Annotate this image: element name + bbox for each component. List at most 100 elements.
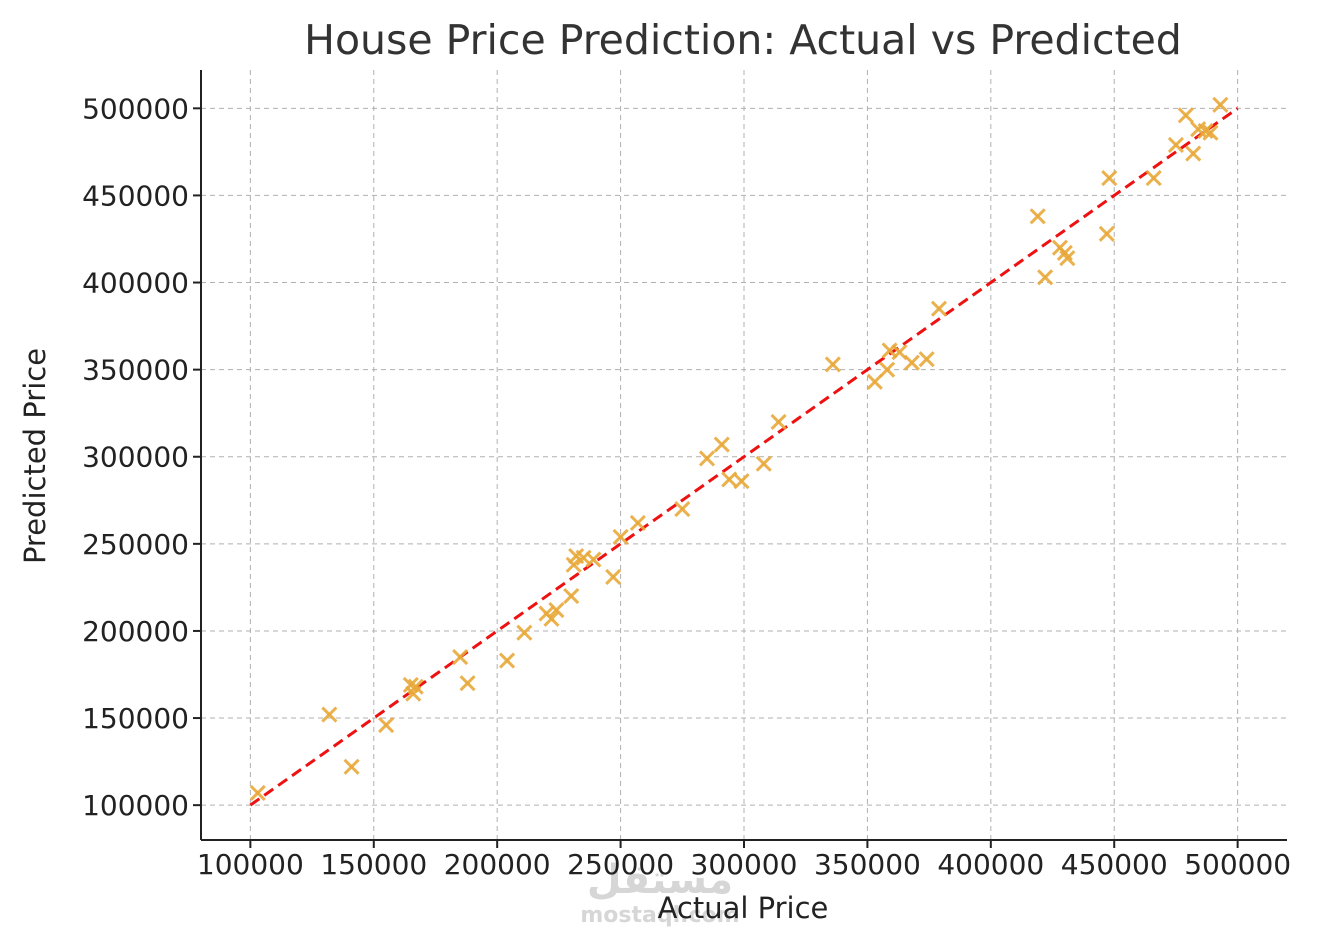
x-tick-label: 350000: [814, 848, 921, 881]
x-tick-label: 400000: [937, 848, 1044, 881]
data-point-stroke: [674, 500, 691, 518]
data-point-stroke: [629, 514, 646, 532]
chart-title: House Price Prediction: Actual vs Predic…: [304, 16, 1182, 64]
data-point-stroke: [755, 455, 772, 472]
x-axis-title: Actual Price: [658, 891, 829, 925]
ticks: 100000 150000 200000 250000 300000 350000 4000…: [82, 92, 1291, 881]
data-point-stroke: [563, 588, 580, 605]
data-point-stroke: [866, 373, 883, 390]
data-point: [674, 500, 691, 518]
data-point: [879, 361, 896, 378]
data-point: [903, 354, 920, 371]
y-tick-label: 200000: [82, 615, 189, 648]
y-tick-label: 100000: [82, 789, 189, 822]
data-point: [585, 551, 602, 568]
data-point: [1145, 169, 1162, 187]
data-point-stroke: [1197, 122, 1214, 140]
data-point: [1029, 208, 1046, 225]
data-point-stroke: [1167, 136, 1184, 153]
data-point-stroke: [891, 344, 908, 361]
data-point: [1202, 124, 1219, 141]
data-point: [605, 568, 622, 586]
data-point-stroke: [1037, 269, 1054, 286]
data-point-stroke: [568, 547, 585, 565]
data-point: [733, 473, 750, 490]
data-point: [629, 514, 646, 532]
data-point-stroke: [407, 678, 424, 695]
data-point-stroke: [452, 649, 469, 666]
data-point: [343, 758, 360, 775]
data-point: [1185, 145, 1202, 162]
x-tick-label: 500000: [1184, 848, 1291, 881]
data-point-stroke: [770, 413, 787, 430]
y-tick-label: 500000: [82, 92, 189, 125]
reference-line: [249, 107, 1239, 807]
x-tick-label: 100000: [197, 848, 304, 881]
data-point-stroke: [733, 473, 750, 490]
x-tick-label: 150000: [320, 848, 427, 881]
y-tick-label: 450000: [82, 179, 189, 212]
data-point-stroke: [1101, 169, 1118, 187]
data-point-stroke: [1098, 225, 1115, 242]
data-point-stroke: [903, 354, 920, 371]
data-point-stroke: [612, 528, 629, 545]
data-point: [1101, 169, 1118, 187]
data-point-stroke: [1190, 121, 1207, 138]
data-point-stroke: [918, 351, 935, 368]
data-point: [378, 716, 395, 734]
data-point: [612, 528, 629, 545]
grid: [201, 70, 1287, 840]
data-point: [1212, 96, 1229, 113]
data-point: [698, 450, 716, 467]
data-point: [459, 675, 476, 692]
y-tick-label: 300000: [82, 441, 189, 474]
data-point: [1037, 269, 1054, 286]
data-point-stroke: [930, 300, 948, 317]
data-point: [918, 351, 935, 368]
data-point: [824, 356, 841, 373]
data-point: [548, 601, 565, 619]
data-point: [1177, 107, 1194, 124]
data-point-stroke: [516, 624, 533, 641]
data-point-stroke: [1185, 145, 1202, 162]
data-point-stroke: [459, 675, 476, 692]
data-point: [249, 784, 266, 802]
data-point-stroke: [548, 601, 565, 619]
data-point-stroke: [824, 356, 841, 373]
data-point-stroke: [721, 471, 738, 488]
x-tick-label: 250000: [567, 848, 674, 881]
data-point: [1059, 250, 1076, 267]
data-point: [1197, 122, 1214, 140]
reference-line-group: [249, 107, 1239, 807]
data-point-stroke: [1212, 96, 1229, 113]
data-point: [713, 436, 730, 453]
data-point: [1098, 225, 1115, 242]
x-tick-label: 200000: [444, 848, 551, 881]
data-point-stroke: [343, 758, 360, 775]
data-point: [1167, 136, 1184, 153]
data-point-stroke: [1056, 244, 1073, 261]
data-point: [930, 300, 948, 317]
data-point-stroke: [1202, 124, 1219, 141]
watermark-url: mostaql.com: [580, 903, 739, 928]
y-axis-title: Predicted Price: [18, 348, 52, 564]
data-point-stroke: [321, 706, 338, 723]
data-point: [755, 455, 772, 472]
data-point: [516, 624, 533, 641]
data-point-stroke: [1177, 107, 1194, 124]
y-tick-label: 350000: [82, 354, 189, 387]
x-tick-label: 300000: [691, 848, 798, 881]
x-tick-label: 450000: [1061, 848, 1168, 881]
data-point: [770, 413, 787, 430]
data-point: [543, 610, 560, 627]
data-point: [452, 649, 469, 666]
y-tick-label: 150000: [82, 702, 189, 735]
y-tick-label: 400000: [82, 267, 189, 300]
data-point-stroke: [378, 716, 395, 734]
data-point-stroke: [402, 676, 419, 694]
data-point: [498, 652, 516, 669]
data-point-stroke: [498, 652, 516, 669]
data-point-stroke: [713, 436, 730, 453]
